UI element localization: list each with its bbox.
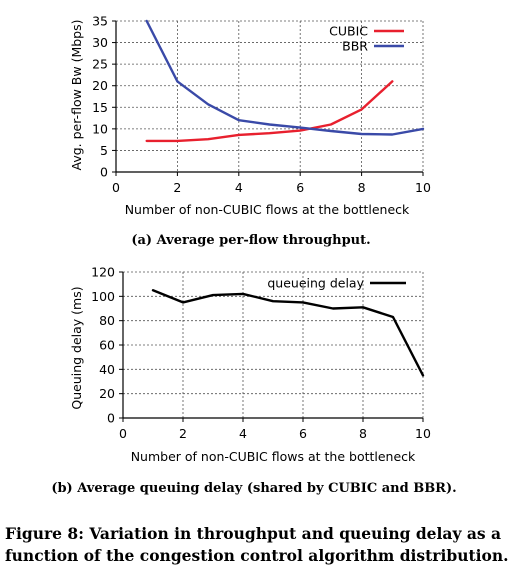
delay-legend-label-queueing-delay: queueing delay [267,276,364,291]
throughput-ticks: 0 5 10 15 20 25 30 35 0 2 4 6 8 10 [92,14,431,196]
throughput-y-tick-label: 30 [92,35,108,50]
throughput-x-tick-label: 6 [296,180,304,195]
throughput-series-cubic [145,80,394,143]
throughput-y-axis-label: Avg. per-flow Bw (Mbps) [69,20,84,171]
throughput-y-tick-label: 5 [100,143,108,158]
delay-y-axis-label: Queuing delay (ms) [69,286,84,409]
figure-caption-line-2: function of the congestion control algor… [5,546,509,565]
delay-series-queueing-delay [151,289,425,377]
delay-x-tick-label: 0 [119,426,127,441]
delay-legend: queueing delay [267,276,406,291]
delay-caption: (b) Average queuing delay (shared by CUB… [51,481,456,496]
delay-y-tick-label: 0 [107,411,115,426]
delay-x-tick-label: 8 [359,426,367,441]
delay-y-tick-label: 40 [99,362,115,377]
throughput-x-tick-label: 0 [112,180,120,195]
throughput-y-tick-label: 35 [92,14,108,29]
delay-y-tick-label: 20 [99,386,115,401]
delay-x-tick-label: 6 [299,426,307,441]
delay-chart: 0 20 40 60 80 100 120 0 2 4 6 8 10 queueing delay Nu… [51,265,456,497]
figure-caption-line-1: Figure 8: Variation in throughput and qu… [5,524,501,543]
throughput-x-tick-label: 2 [173,180,181,195]
throughput-y-tick-label: 0 [100,165,108,180]
throughput-series-bbr [145,19,425,136]
delay-x-tick-label: 10 [415,426,431,441]
throughput-legend-label-cubic: CUBIC [329,24,368,39]
throughput-y-tick-label: 20 [92,78,108,93]
delay-y-tick-label: 120 [91,265,115,280]
delay-y-tick-label: 100 [91,289,115,304]
throughput-y-tick-label: 10 [92,121,108,136]
delay-series [151,289,425,377]
throughput-legend-label-bbr: BBR [342,39,368,54]
throughput-x-tick-label: 4 [235,180,243,195]
delay-y-tick-label: 80 [99,313,115,328]
throughput-y-tick-label: 25 [92,57,108,72]
delay-x-axis-label: Number of non-CUBIC flows at the bottlen… [131,449,416,464]
delay-grid [123,271,423,418]
delay-x-tick-label: 4 [239,426,247,441]
throughput-series [145,19,425,143]
throughput-y-tick-label: 15 [92,100,108,115]
delay-y-tick-label: 60 [99,338,115,353]
throughput-caption: (a) Average per-flow throughput. [131,233,370,248]
delay-x-tick-label: 2 [179,426,187,441]
delay-ticks: 0 20 40 60 80 100 120 0 2 4 6 8 10 [91,265,431,442]
throughput-x-axis-label: Number of non-CUBIC flows at the bottlen… [125,202,410,217]
throughput-frame [115,21,424,173]
throughput-x-tick-label: 8 [358,180,366,195]
throughput-grid [116,20,423,172]
throughput-x-tick-label: 10 [415,180,431,195]
